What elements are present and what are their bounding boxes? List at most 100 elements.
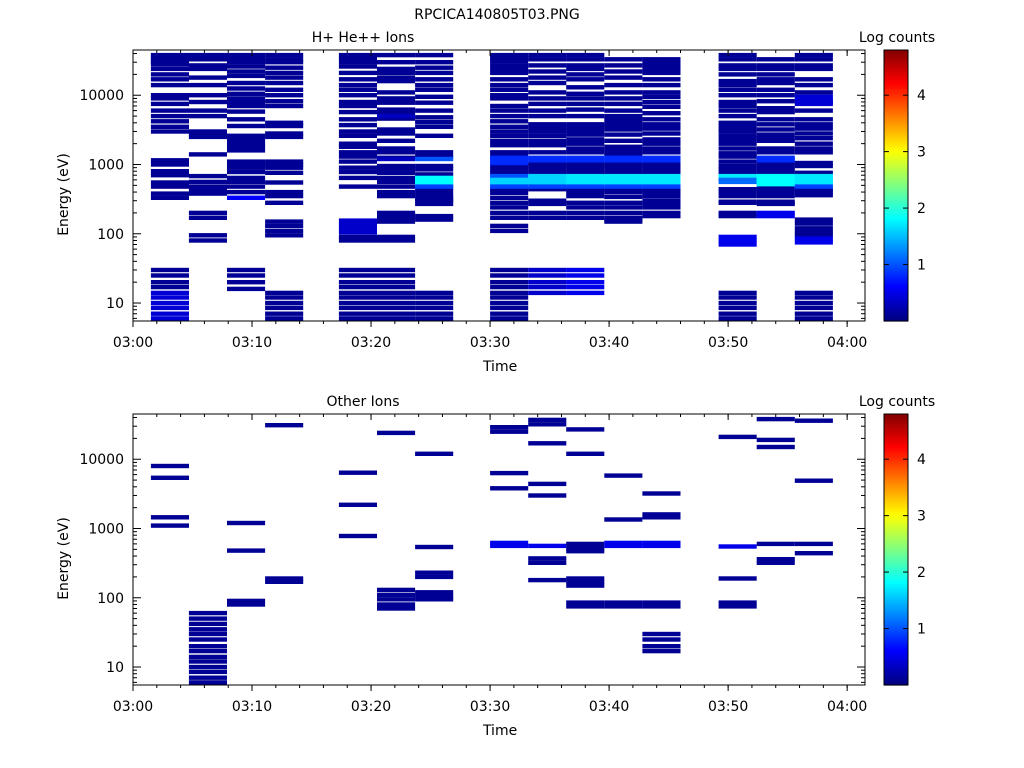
spectrogram-cell — [718, 300, 757, 306]
colorbar-step — [884, 441, 908, 444]
spectrogram-cell — [604, 82, 643, 88]
y-tick-label: 100 — [97, 227, 124, 243]
spectrogram-cell — [642, 198, 681, 203]
colorbar-step — [884, 572, 908, 575]
spectrogram-cell — [528, 267, 567, 273]
spectrogram-cell — [490, 295, 529, 300]
colorbar-step — [884, 642, 908, 645]
colorbar-step — [884, 232, 908, 236]
spectrogram-cell — [265, 189, 304, 195]
spectrogram-cell — [377, 606, 416, 611]
spectrogram-cell — [227, 56, 266, 61]
spectrogram-cell — [756, 99, 795, 104]
spectrogram-cell — [604, 600, 643, 605]
colorbar-step — [884, 262, 908, 266]
colorbar-tick-label: 3 — [917, 509, 926, 525]
spectrogram-cell — [794, 236, 833, 241]
spectrogram-cell — [227, 179, 266, 185]
colorbar-step — [884, 506, 908, 510]
spectrogram-cell — [227, 64, 266, 69]
spectrogram-cell — [528, 417, 567, 423]
spectrogram-cell — [227, 184, 266, 189]
spectrogram-cell — [415, 213, 454, 219]
spectrogram-cell — [642, 111, 681, 116]
spectrogram-cell — [265, 75, 304, 80]
spectrogram-cell — [642, 600, 681, 605]
spectrogram-cell — [528, 198, 567, 203]
spectrogram-cell — [642, 57, 681, 62]
colorbar-step — [884, 77, 908, 80]
spectrogram-cell — [415, 590, 454, 595]
colorbar-step — [884, 608, 908, 612]
spectrogram-cell — [566, 85, 605, 90]
spectrogram-cell — [604, 75, 643, 80]
spectrogram-cell — [604, 113, 643, 119]
spectrogram-cell — [566, 63, 605, 68]
spectrogram-cell — [718, 434, 757, 440]
colorbar-step — [884, 278, 908, 281]
spectrogram-cell — [265, 123, 304, 129]
colorbar-step — [884, 287, 908, 290]
colorbar-step — [884, 617, 908, 621]
colorbar-step — [884, 605, 908, 609]
spectrogram-cell — [566, 549, 605, 554]
spectrogram-cell — [338, 154, 377, 159]
spectrogram-cell — [188, 134, 227, 140]
spectrogram-cell — [490, 66, 529, 72]
spectrogram-cell — [490, 96, 529, 101]
spectrogram-cell — [227, 144, 266, 149]
spectrogram-cell — [150, 158, 189, 163]
colorbar-step — [884, 160, 908, 164]
colorbar-step — [884, 583, 908, 587]
colorbar-step — [884, 293, 908, 297]
x-tick-label: 04:00 — [827, 335, 867, 351]
spectrogram-cell — [528, 133, 567, 138]
spectrogram-cell — [150, 515, 189, 520]
colorbar-tick-label: 4 — [917, 88, 926, 104]
colorbar-step — [884, 291, 908, 295]
colorbar-step — [884, 477, 908, 481]
spectrogram-cell — [188, 648, 227, 654]
spectrogram-cell — [490, 143, 529, 148]
spectrogram-cell — [794, 90, 833, 95]
spectrogram-cell — [566, 273, 605, 278]
spectrogram-cell — [756, 170, 795, 175]
spectrogram-cell — [642, 167, 681, 172]
y-tick-label: 10000 — [79, 452, 124, 468]
spectrogram-cell — [604, 194, 643, 200]
spectrogram-cell — [415, 60, 454, 65]
spectrogram-cell — [794, 240, 833, 245]
colorbar-tick-label: 4 — [917, 452, 926, 468]
spectrogram-cell — [528, 75, 567, 80]
spectrogram-cell — [490, 280, 529, 285]
spectrogram-cell — [718, 133, 757, 138]
spectrogram-cell — [490, 200, 529, 205]
spectrogram-cell — [377, 116, 416, 121]
spectrogram-cell — [150, 305, 189, 311]
spectrogram-cell — [528, 108, 567, 113]
spectrogram-cell — [718, 544, 757, 549]
spectrogram-cell — [490, 63, 529, 68]
spectrogram-cell — [642, 515, 681, 520]
spectrogram-cell — [415, 133, 454, 138]
colorbar-step — [884, 610, 908, 614]
spectrogram-cell — [794, 141, 833, 146]
spectrogram-cell — [756, 72, 795, 77]
spectrogram-cell — [528, 96, 567, 101]
spectrogram-cell — [265, 193, 304, 199]
spectrogram-cell — [265, 228, 304, 234]
colorbar-step — [884, 183, 908, 187]
spectrogram-cell — [188, 631, 227, 637]
spectrogram-cell — [642, 99, 681, 105]
spectrogram-cell — [150, 77, 189, 82]
spectrogram-cell — [642, 82, 681, 88]
spectrogram-cell — [377, 212, 416, 217]
spectrogram-cell — [642, 189, 681, 195]
spectrogram-cell — [415, 290, 454, 296]
spectrogram-cell — [642, 122, 681, 127]
spectrogram-cell — [642, 210, 681, 216]
colorbar-step — [884, 153, 908, 157]
colorbar-step — [884, 237, 908, 241]
spectrogram-cell — [265, 162, 304, 167]
